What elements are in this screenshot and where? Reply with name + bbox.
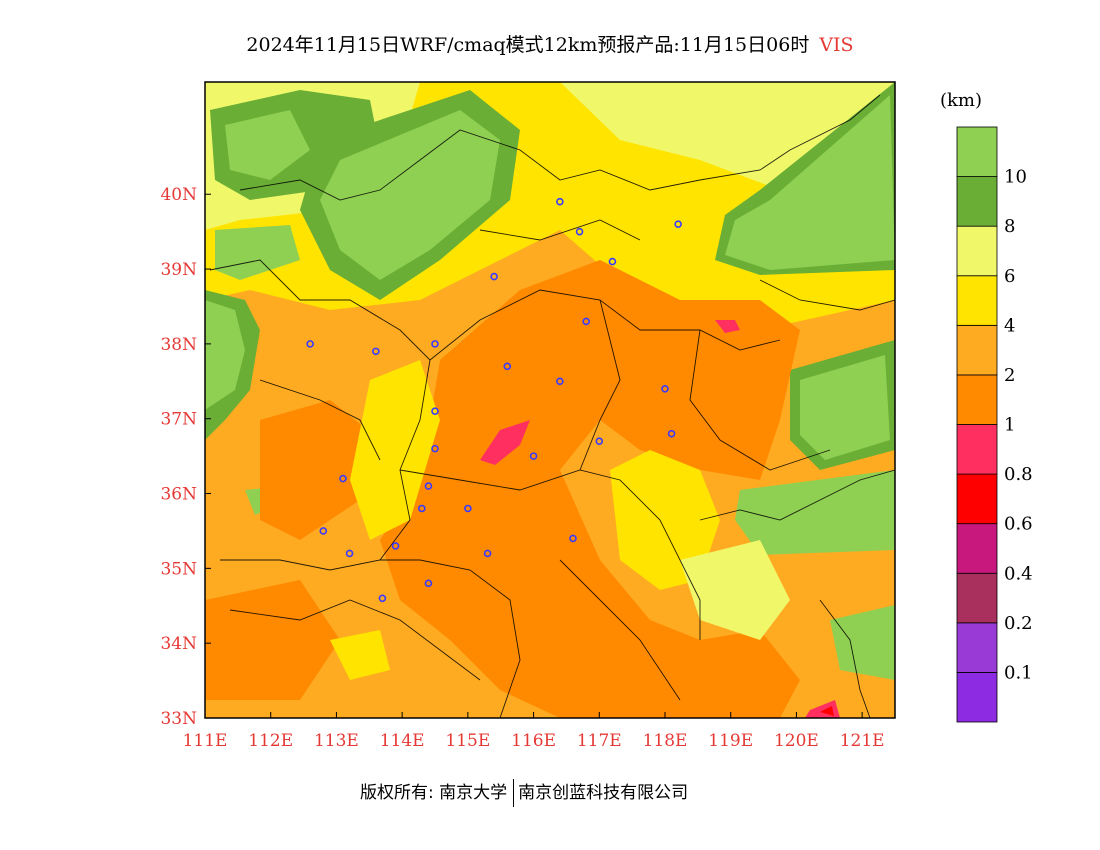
colorbar-label: 2 — [1004, 365, 1015, 386]
lat-tick-label: 37N — [160, 410, 197, 430]
city-station-marker — [339, 474, 347, 483]
lon-tick-label: 116E — [511, 731, 556, 751]
city-station-marker — [418, 504, 426, 513]
lon-tick-label: 118E — [643, 731, 688, 751]
colorbar-label: 10 — [1004, 167, 1027, 188]
colorbar-label: 0.1 — [1004, 662, 1033, 683]
lon-tick-label: 112E — [248, 731, 293, 751]
city-station-marker — [661, 384, 669, 393]
colorbar-label: 0.4 — [1004, 563, 1033, 584]
colorbar-segment — [956, 275, 998, 326]
lon-tick-label: 121E — [840, 731, 885, 751]
colorbar-segment — [956, 473, 998, 525]
colorbar-label: 4 — [1004, 315, 1015, 336]
city-station-marker — [529, 452, 538, 460]
colorbar-segment — [956, 424, 998, 475]
colorbar: 0.1 0.2 0.4 0.6 0.8 1 2 4 6 8 10 — [956, 126, 1033, 723]
colorbar-label: 6 — [1004, 266, 1015, 287]
city-station-marker — [345, 549, 354, 558]
lon-tick-label: 113E — [314, 731, 359, 751]
city-station-marker — [378, 594, 387, 603]
lat-tick-label: 40N — [160, 185, 197, 205]
colorbar-label: 0.6 — [1004, 514, 1033, 535]
city-station-marker — [372, 347, 380, 356]
lat-tick-label: 39N — [160, 260, 197, 280]
city-station-marker — [503, 362, 512, 371]
colorbar-segment — [956, 622, 998, 673]
city-station-marker — [556, 197, 564, 206]
lon-tick-label: 117E — [577, 731, 622, 751]
colorbar-segment — [956, 126, 998, 177]
city-station-marker — [424, 579, 433, 588]
footer: 版权所有: 南京大学 南京创蓝科技有限公司 — [360, 778, 688, 807]
city-station-marker — [674, 220, 682, 228]
city-station-marker — [424, 482, 433, 490]
lon-tick-label: 119E — [708, 731, 753, 751]
city-station-marker — [575, 227, 584, 236]
city-station-marker — [306, 340, 314, 348]
footer-divider — [513, 779, 515, 807]
colorbar-label: 0.8 — [1004, 464, 1033, 485]
city-station-marker — [431, 407, 439, 416]
station-markers — [306, 197, 682, 603]
colorbar-unit: (km) — [940, 90, 983, 111]
colorbar-segment — [956, 523, 998, 574]
axis-ticks: 111E 112E 113E 114E 115E 116E 117E 118E 119E 120E… — [160, 185, 884, 751]
city-station-marker — [319, 527, 328, 535]
city-station-marker — [556, 377, 564, 386]
lon-tick-label: 111E — [183, 731, 228, 751]
lon-tick-label: 115E — [445, 731, 490, 751]
city-station-marker — [569, 534, 577, 543]
lat-tick-label: 38N — [160, 335, 197, 355]
city-station-marker — [667, 429, 676, 438]
city-station-marker — [595, 437, 604, 445]
variable-name: VIS — [819, 34, 854, 56]
company-text: 南京创蓝科技有限公司 — [518, 783, 689, 803]
colorbar-label: 0.2 — [1004, 613, 1033, 634]
city-station-marker — [464, 504, 472, 513]
city-station-marker — [483, 549, 492, 558]
colorbar-segment — [956, 225, 998, 277]
lon-tick-label: 114E — [380, 731, 425, 751]
title-text: 2024年11月15日WRF/cmaq模式12km预报产品:11月15日06时 — [246, 34, 810, 56]
colorbar-segment — [956, 176, 998, 227]
colorbar-segment — [956, 572, 998, 624]
copyright-text: 版权所有: 南京大学 — [360, 783, 508, 803]
lat-tick-label: 34N — [160, 634, 197, 654]
lat-tick-label: 35N — [160, 559, 197, 579]
city-station-marker — [431, 444, 439, 453]
city-station-marker — [608, 257, 617, 266]
colorbar-label: 1 — [1004, 415, 1015, 436]
colorbar-label: 8 — [1004, 216, 1015, 237]
city-station-marker — [582, 317, 590, 326]
city-station-marker — [391, 542, 400, 550]
lon-tick-label: 120E — [774, 731, 819, 751]
colorbar-segment — [956, 672, 998, 723]
map-frame — [204, 81, 896, 719]
city-station-marker — [431, 340, 439, 348]
colorbar-segment — [956, 374, 998, 425]
lat-tick-label: 36N — [160, 485, 197, 505]
city-station-marker — [490, 272, 498, 281]
visibility-field — [205, 82, 895, 718]
colorbar-segment — [956, 324, 998, 376]
lat-tick-label: 33N — [160, 709, 197, 729]
map-title: 2024年11月15日WRF/cmaq模式12km预报产品:11月15日06时 V… — [0, 30, 1100, 57]
